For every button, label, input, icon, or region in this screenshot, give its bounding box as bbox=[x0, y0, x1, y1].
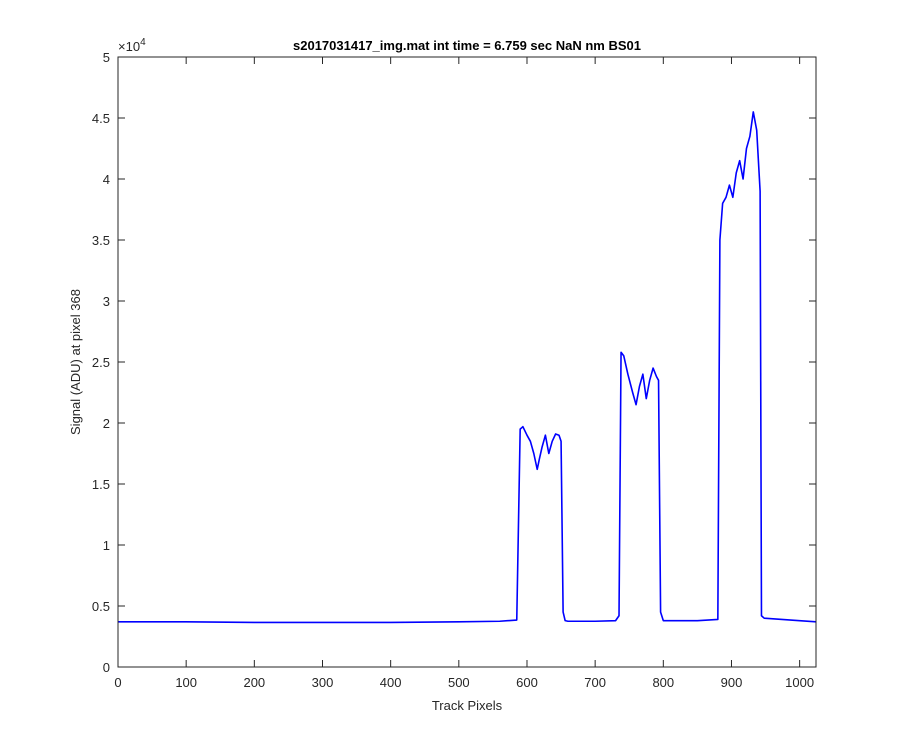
x-tick-label: 900 bbox=[721, 675, 743, 690]
y-tick-label: 4.5 bbox=[92, 111, 110, 126]
y-exponent-power: 4 bbox=[140, 37, 146, 48]
y-tick-label: 0.5 bbox=[92, 599, 110, 614]
x-axis-label: Track Pixels bbox=[432, 698, 503, 713]
y-tick-label: 1.5 bbox=[92, 477, 110, 492]
x-tick-label: 800 bbox=[652, 675, 674, 690]
y-tick-label: 3.5 bbox=[92, 233, 110, 248]
y-tick-label: 0 bbox=[103, 660, 110, 675]
y-tick-label: 4 bbox=[103, 172, 110, 187]
x-tick-label: 400 bbox=[380, 675, 402, 690]
x-tick-label: 700 bbox=[584, 675, 606, 690]
plot-area bbox=[118, 57, 816, 667]
signal-line bbox=[118, 111, 817, 624]
x-tick-label: 1000 bbox=[785, 675, 814, 690]
y-axis: 0 0.5 1 1.5 2 2.5 3 3.5 4 4.5 5 bbox=[92, 50, 816, 675]
x-axis: 0 100 200 300 400 500 600 700 800 900 1000 bbox=[114, 57, 814, 690]
x-tick-label: 500 bbox=[448, 675, 470, 690]
x-tick-label: 600 bbox=[516, 675, 538, 690]
x-tick-label: 300 bbox=[312, 675, 334, 690]
y-axis-label: Signal (ADU) at pixel 368 bbox=[68, 289, 83, 435]
y-tick-label: 5 bbox=[103, 50, 110, 65]
y-tick-label: 2 bbox=[103, 416, 110, 431]
y-axis-exponent: ×104 bbox=[118, 37, 146, 54]
y-tick-label: 2.5 bbox=[92, 355, 110, 370]
y-tick-label: 3 bbox=[103, 294, 110, 309]
x-tick-label: 100 bbox=[175, 675, 197, 690]
y-tick-label: 1 bbox=[103, 538, 110, 553]
x-tick-label: 0 bbox=[114, 675, 121, 690]
chart-title: s2017031417_img.mat int time = 6.759 sec… bbox=[293, 38, 641, 53]
y-exponent-base: ×10 bbox=[118, 39, 140, 54]
x-tick-label: 200 bbox=[243, 675, 265, 690]
